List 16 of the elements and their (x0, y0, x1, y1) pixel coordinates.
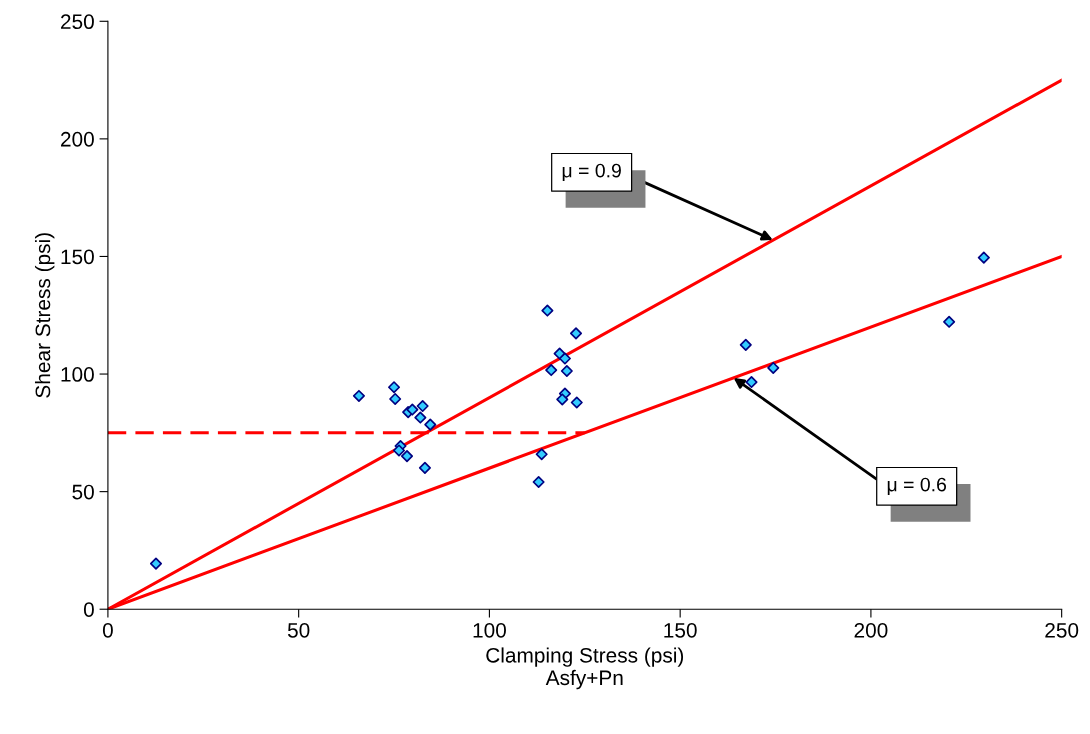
y-tick-label: 0 (83, 602, 94, 617)
x-tick-label: 100 (473, 622, 506, 638)
x-tick-label: 200 (854, 622, 888, 638)
annotation: μ = 0.6 (887, 477, 947, 495)
y-tick-label: 250 (61, 14, 94, 30)
y-tick-label: 150 (61, 249, 94, 265)
x-tick-label: 250 (1045, 622, 1079, 638)
y-tick-label: 100 (61, 367, 94, 382)
y-axis-title: Shear Stress (psi) (34, 233, 55, 398)
y-tick-label: 50 (72, 484, 94, 500)
x-tick-label: 50 (287, 622, 310, 638)
annotation: μ = 0.9 (562, 163, 621, 182)
x-axis-title: Clamping Stress (psi) Asfy+Pn (486, 647, 684, 690)
x-tick-label: 150 (664, 622, 697, 638)
y-tick-label: 200 (61, 131, 94, 147)
x-tick-label: 0 (102, 622, 113, 638)
